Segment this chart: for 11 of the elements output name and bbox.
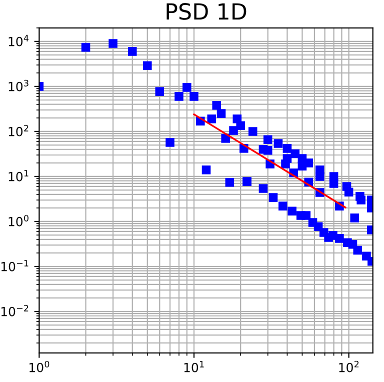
y-tick-label: 10$^{2}$	[8, 124, 28, 136]
y-tick-label: 10$^{3}$	[8, 80, 28, 92]
y-tick-label: 10$^{0}$	[8, 214, 28, 226]
chart-title: PSD 1D	[166, 3, 246, 20]
x-tick-label: 10$^{1}$	[184, 360, 204, 372]
y-tick-label: 10$^{1}$	[8, 170, 28, 182]
y-tick-label: 10$^{−2}$	[1, 304, 28, 316]
y-tick-label: 10$^{4}$	[8, 34, 29, 46]
x-tick-label: 10$^{2}$	[339, 360, 359, 372]
x-tick-label: 10$^{0}$	[30, 360, 50, 372]
y-tick-label: 10$^{−1}$	[1, 260, 28, 272]
